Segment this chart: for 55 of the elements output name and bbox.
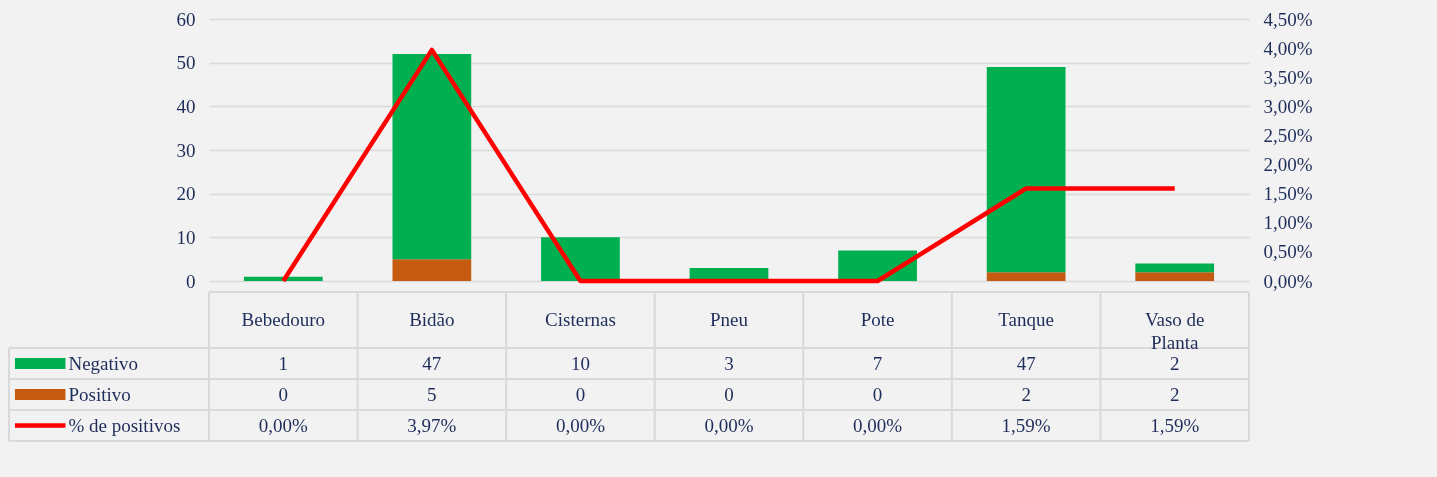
x-tick-label: Vaso de Planta [1144,309,1205,353]
bar [541,237,620,281]
y-tick-label: 0 [186,270,196,292]
bar [986,67,1066,273]
data-label: 1,59% [1001,414,1051,436]
y2-tick-label: 3,50% [1263,66,1313,88]
y2-tick-label: 0,50% [1263,241,1313,263]
legend-label: % de positivos [68,414,181,436]
y-tick-label: 20 [176,183,196,205]
x-tick-label: Pneu [710,309,749,330]
data-label: 1 [278,352,289,374]
data-label: 47 [1016,352,1036,374]
data-label: 47 [422,352,442,374]
y2-tick-label: 2,50% [1263,124,1313,146]
data-label: 2 [1169,352,1180,374]
y-tick-label: 10 [176,226,196,248]
data-label: 0,00% [258,414,308,436]
y-tick-label: 60 [176,8,196,30]
bar [392,53,472,260]
y2-tick-label: 1,00% [1263,212,1313,234]
data-label: 5 [427,383,437,405]
y-tick-label: 30 [176,139,196,161]
data-label: 0 [724,383,734,405]
x-tick-label: Pote [860,309,895,330]
data-label: 0,00% [853,414,903,436]
bar [392,259,472,281]
legend-label: Negativo [68,352,139,374]
data-label: 3 [724,352,734,374]
x-tick-label: Bebedouro [241,309,325,330]
data-label: 10 [570,352,590,374]
y2-tick-label: 1,50% [1263,183,1313,205]
bar [1135,272,1215,281]
bar [986,272,1066,281]
data-label: 0 [575,383,586,405]
data-label: 0,00% [704,414,754,436]
legend-label: Positivo [68,383,131,405]
data-label: 0,00% [555,414,606,436]
y2-tick-label: 4,50% [1263,8,1313,30]
data-label: 0 [872,383,883,405]
data-label: 1,59% [1150,414,1200,436]
data-label: 3,97% [407,414,457,436]
y-tick-label: 40 [176,95,196,117]
y2-tick-label: 3,00% [1263,95,1313,117]
data-label: 0 [278,383,289,405]
y-tick-label: 50 [176,52,196,74]
data-label: 2 [1021,383,1031,405]
x-tick-label: Cisternas [545,309,616,330]
data-label: 7 [872,352,883,374]
y2-tick-label: 2,00% [1263,154,1313,176]
x-tick-label: Bidão [409,309,455,330]
bar [1135,263,1215,273]
y2-tick-label: 0,00% [1263,270,1313,292]
data-label: 2 [1169,383,1180,405]
y2-tick-label: 4,00% [1263,37,1313,59]
x-tick-label: Tanque [998,309,1054,330]
